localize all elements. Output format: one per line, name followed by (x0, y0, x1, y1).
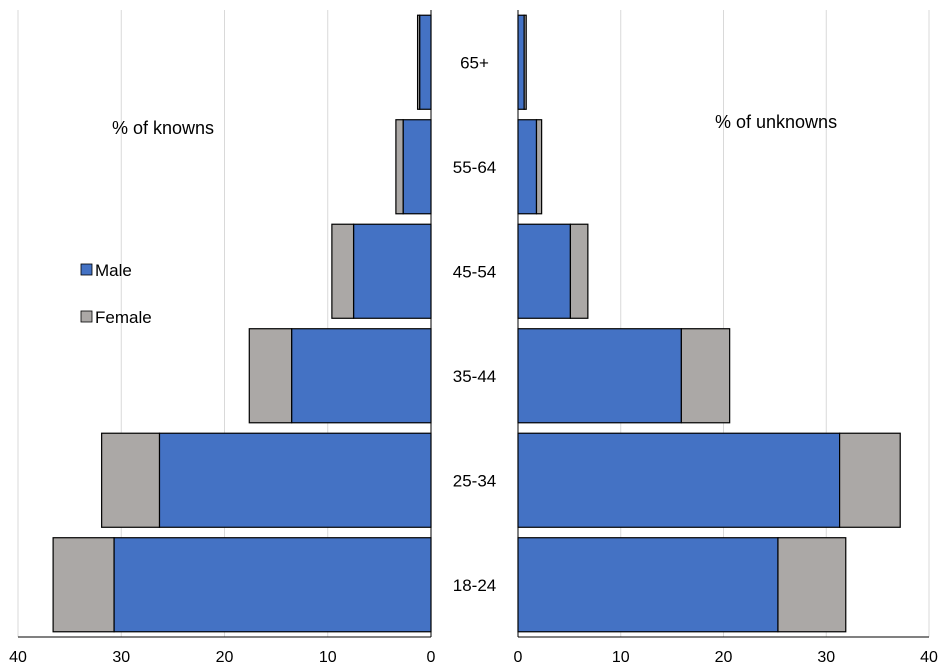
legend: Male Female (80, 261, 152, 327)
category-label-35-44: 35-44 (453, 367, 496, 386)
left-bar-female-35-44 (248, 328, 293, 424)
category-labels: 18-24 25-34 35-44 45-54 55-64 65+ (453, 53, 496, 595)
left-bar-female-65+ (416, 14, 421, 110)
category-label-45-54: 45-54 (453, 262, 496, 281)
left-tick-label: 40 (9, 649, 27, 666)
right-bar-male-35-44 (517, 328, 682, 424)
legend-swatch-male (80, 263, 93, 276)
left-bar-male-18-24 (113, 537, 432, 633)
left-bar-female-25-34 (101, 432, 161, 528)
bars (52, 14, 901, 633)
left-bar-male-45-54 (352, 223, 432, 319)
left-bar-female-18-24 (52, 537, 115, 633)
right-bar-male-18-24 (517, 537, 779, 633)
right-bar-female-55-64 (535, 119, 543, 215)
category-label-65+: 65+ (460, 53, 489, 72)
category-label-18-24: 18-24 (453, 576, 496, 595)
left-tick-label: 30 (112, 649, 130, 666)
legend-label-male: Male (95, 261, 132, 280)
right-bar-male-55-64 (517, 119, 538, 215)
left-bar-male-65+ (419, 14, 432, 110)
left-tick-label: 10 (319, 649, 337, 666)
legend-swatch-female (80, 310, 93, 323)
right-bar-female-35-44 (680, 328, 731, 424)
right-bar-female-25-34 (839, 432, 901, 528)
right-tick-label: 0 (514, 649, 523, 666)
gridlines (17, 10, 930, 637)
right-bar-male-45-54 (517, 223, 572, 319)
left-bar-female-55-64 (395, 119, 404, 215)
left-bar-female-45-54 (331, 223, 355, 319)
category-label-55-64: 55-64 (453, 158, 496, 177)
right-bar-male-65+ (517, 14, 525, 110)
right-tick-label: 30 (817, 649, 835, 666)
legend-label-female: Female (95, 308, 152, 327)
right-bar-male-25-34 (517, 432, 841, 528)
axes: 40 30 20 10 0 0 10 20 30 40 (9, 10, 938, 666)
right-bar-female-65+ (523, 14, 527, 110)
left-tick-label: 0 (427, 649, 436, 666)
right-panel-title: % of unknowns (715, 112, 837, 132)
right-bar-female-18-24 (777, 537, 847, 633)
right-tick-label: 40 (920, 649, 938, 666)
left-bar-male-25-34 (158, 432, 432, 528)
left-tick-label: 20 (216, 649, 234, 666)
left-bar-male-55-64 (402, 119, 432, 215)
right-bar-female-45-54 (569, 223, 589, 319)
right-tick-label: 20 (715, 649, 733, 666)
left-panel-title: % of knowns (112, 118, 214, 138)
left-bar-male-35-44 (291, 328, 432, 424)
category-label-25-34: 25-34 (453, 471, 496, 490)
right-tick-label: 10 (612, 649, 630, 666)
